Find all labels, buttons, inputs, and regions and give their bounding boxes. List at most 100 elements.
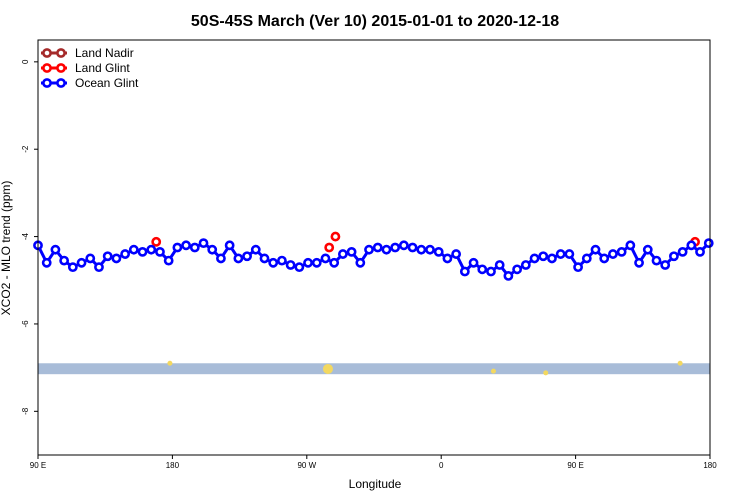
land-band-marker <box>490 368 496 374</box>
ocean-glint-point <box>285 260 296 270</box>
ocean-glint-point <box>468 257 479 268</box>
y-tick-label: -6 <box>21 320 30 328</box>
ocean-glint-point <box>146 244 157 255</box>
land-glint-point <box>151 236 162 247</box>
ocean-glint-point <box>590 244 601 255</box>
ocean-glint-point <box>120 249 131 259</box>
ocean-glint-point <box>128 244 139 255</box>
ocean-glint-point <box>111 253 122 264</box>
ocean-glint-point <box>59 255 70 266</box>
y-axis-label: XCO2 - MLO trend (ppm) <box>0 181 13 316</box>
legend-swatch-point <box>56 48 66 58</box>
ocean-glint-point <box>41 257 52 268</box>
ocean-glint-point <box>634 257 644 268</box>
legend-swatch-point <box>42 78 52 88</box>
legend-label: Land Nadir <box>75 46 134 60</box>
legend-swatch-point <box>42 48 52 58</box>
ocean-glint-point <box>477 264 488 275</box>
series-points <box>33 231 714 281</box>
ocean-glint-point <box>303 257 313 268</box>
ocean-glint-point <box>102 251 113 262</box>
chart-title: 50S-45S March (Ver 10) 2015-01-01 to 202… <box>191 13 559 30</box>
ocean-glint-point <box>433 246 444 257</box>
ocean-glint-point <box>442 253 453 264</box>
ocean-glint-point <box>372 242 383 253</box>
y-tick-label: -8 <box>21 407 30 415</box>
ocean-glint-point <box>207 244 218 255</box>
ocean-glint-point <box>398 240 409 251</box>
ocean-glint-point <box>425 244 435 255</box>
x-axis-ticks: 90 E 180 90 W 0 90 E 180 <box>30 455 717 470</box>
land-glint-point <box>324 242 335 253</box>
legend-label: Land Glint <box>75 61 130 75</box>
ocean-glint-point <box>67 262 78 273</box>
ocean-glint-point <box>250 244 261 255</box>
ocean-glint-point <box>155 246 165 257</box>
ocean-glint-point <box>224 240 235 251</box>
ocean-glint-point <box>642 244 653 255</box>
land-band-marker <box>677 360 683 366</box>
x-tick-label: 180 <box>166 461 180 470</box>
ocean-glint-point <box>381 244 392 255</box>
ocean-glint-point <box>494 260 505 270</box>
ocean-glint-point <box>268 257 279 268</box>
y-tick-label: 0 <box>21 59 30 64</box>
ocean-glint-point <box>486 266 496 277</box>
x-tick-label: 90 E <box>567 461 583 470</box>
ocean-glint-point <box>172 242 183 253</box>
ocean-glint-point <box>555 249 566 259</box>
ocean-glint-point <box>695 246 705 257</box>
ocean-glint-point <box>581 253 592 264</box>
ocean-glint-point <box>85 253 96 264</box>
x-axis-label: Longitude <box>349 477 402 491</box>
land-band <box>38 363 710 375</box>
ocean-glint-point <box>355 257 366 268</box>
ocean-glint-point <box>259 253 270 264</box>
legend-label: Ocean Glint <box>75 76 139 90</box>
ocean-glint-point <box>503 270 514 281</box>
ocean-glint-point <box>677 246 688 257</box>
ocean-glint-point <box>416 244 427 255</box>
ocean-glint-point <box>311 257 322 268</box>
ocean-glint-point <box>520 260 531 270</box>
y-axis-ticks: 0 -2 -4 -6 -8 <box>21 59 38 415</box>
ocean-glint-point <box>320 253 331 264</box>
x-tick-label: 90 E <box>30 461 46 470</box>
legend-swatch-point <box>56 63 66 73</box>
ocean-glint-point <box>625 240 636 251</box>
ocean-glint-point <box>451 249 462 259</box>
ocean-glint-point <box>216 253 226 264</box>
x-tick-label: 180 <box>703 461 717 470</box>
ocean-glint-point <box>608 249 618 259</box>
ocean-glint-point <box>346 246 357 257</box>
ocean-glint-point <box>76 257 87 268</box>
ocean-glint-point <box>669 251 679 262</box>
y-tick-label: -4 <box>21 232 30 240</box>
ocean-glint-point <box>686 240 697 251</box>
ocean-glint-point <box>564 249 575 259</box>
ocean-glint-point <box>651 255 662 266</box>
ocean-glint-point <box>512 264 523 275</box>
ocean-glint-point <box>703 238 714 249</box>
ocean-glint-point <box>163 255 174 266</box>
ocean-glint-point <box>390 242 401 253</box>
y-tick-label: -2 <box>21 145 30 153</box>
ocean-glint-point <box>277 255 287 266</box>
legend-swatch-point <box>42 63 52 73</box>
ocean-glint-point <box>599 253 610 264</box>
ocean-glint-point <box>616 246 627 257</box>
ocean-glint-point <box>529 253 540 264</box>
ocean-glint-point <box>547 253 557 264</box>
ocean-glint-point <box>364 244 374 255</box>
ocean-glint-point <box>242 251 252 262</box>
legend-swatch-point <box>56 78 66 88</box>
ocean-glint-point <box>538 251 549 262</box>
ocean-glint-point <box>660 260 671 270</box>
ocean-glint-point <box>198 238 209 249</box>
land-band-layer <box>38 360 710 376</box>
ocean-glint-point <box>407 242 418 253</box>
ocean-glint-point <box>50 244 61 255</box>
ocean-glint-point <box>137 246 148 257</box>
